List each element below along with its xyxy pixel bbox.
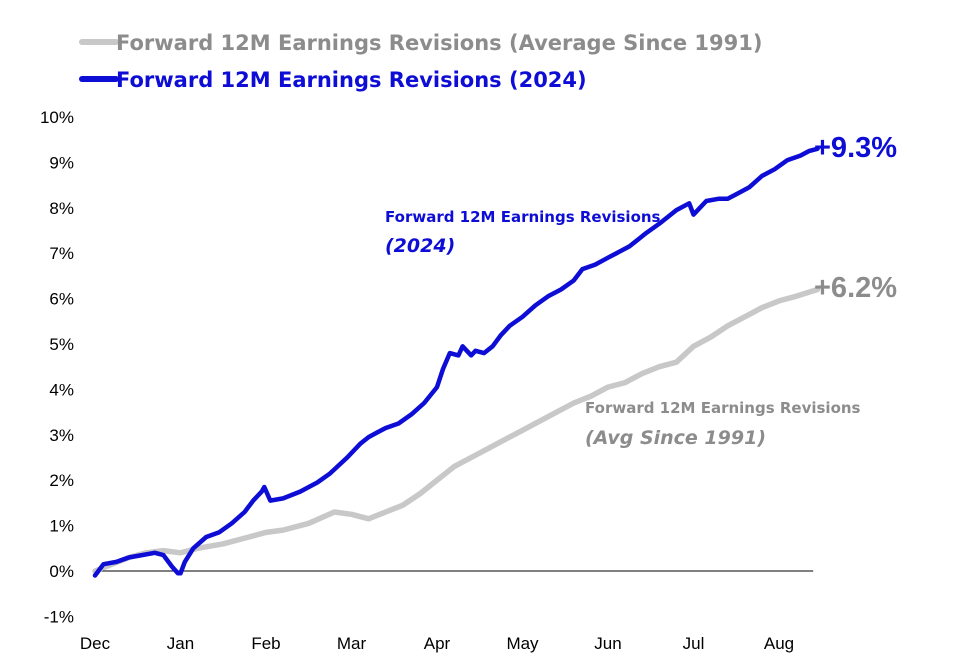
x-tick-label: Jul — [683, 634, 705, 653]
annotation-current-year: (2024) — [385, 235, 455, 257]
series-line-current — [92, 146, 820, 578]
y-tick-label: 7% — [49, 244, 74, 263]
annotation-current-title: Forward 12M Earnings Revisions — [385, 208, 661, 226]
y-tick-label: 6% — [49, 290, 74, 309]
x-tick-label: Mar — [337, 634, 367, 653]
y-tick-label: 8% — [49, 199, 74, 218]
y-tick-label: -1% — [44, 607, 74, 626]
series-layer — [92, 146, 821, 578]
legend: Forward 12M Earnings Revisions (Average … — [79, 31, 762, 92]
x-tick-label: Feb — [251, 634, 280, 653]
y-tick-label: 1% — [49, 517, 74, 536]
y-tick-label: 4% — [49, 380, 74, 399]
y-tick-label: 3% — [49, 426, 74, 445]
y-tick-label: 2% — [49, 471, 74, 490]
annotation-avg-period: (Avg Since 1991) — [585, 427, 766, 449]
y-tick-label: 9% — [49, 153, 74, 172]
end-label-avg: +6.2% — [814, 272, 897, 304]
legend-label-current: Forward 12M Earnings Revisions (2024) — [116, 68, 587, 92]
y-tick-label: 10% — [40, 108, 74, 127]
x-tick-label: Dec — [80, 634, 111, 653]
axes: -1% 0% 1% 2% 3% 4% 5% 6% 7% 8% 9% 10% Dec Jan Feb Mar Ap… — [40, 108, 814, 653]
annotation-avg-title: Forward 12M Earnings Revisions — [585, 399, 861, 417]
x-tick-label: Apr — [424, 634, 451, 653]
y-tick-label: 5% — [49, 335, 74, 354]
x-tick-label: Jan — [167, 634, 194, 653]
x-tick-label: May — [506, 634, 539, 653]
end-label-current: +9.3% — [814, 132, 897, 164]
y-tick-label: 0% — [49, 562, 74, 581]
legend-label-avg: Forward 12M Earnings Revisions (Average … — [116, 31, 762, 55]
x-tick-label: Jun — [594, 634, 621, 653]
x-tick-label: Aug — [764, 634, 794, 653]
series-line-avg — [92, 286, 821, 574]
